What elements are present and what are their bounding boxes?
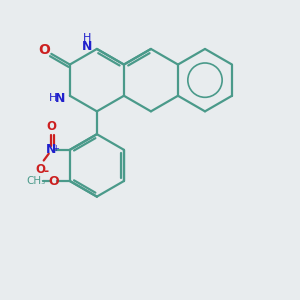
Text: O: O xyxy=(35,163,45,176)
Text: +: + xyxy=(52,144,59,153)
Text: -: - xyxy=(43,165,48,178)
Text: H: H xyxy=(83,33,92,43)
Text: O: O xyxy=(46,119,56,133)
Text: CH₃: CH₃ xyxy=(27,176,46,186)
Text: O: O xyxy=(48,175,59,188)
Text: H: H xyxy=(49,93,58,103)
Text: N: N xyxy=(46,143,57,156)
Text: N: N xyxy=(55,92,65,105)
Text: N: N xyxy=(82,40,93,53)
Text: O: O xyxy=(38,43,50,57)
